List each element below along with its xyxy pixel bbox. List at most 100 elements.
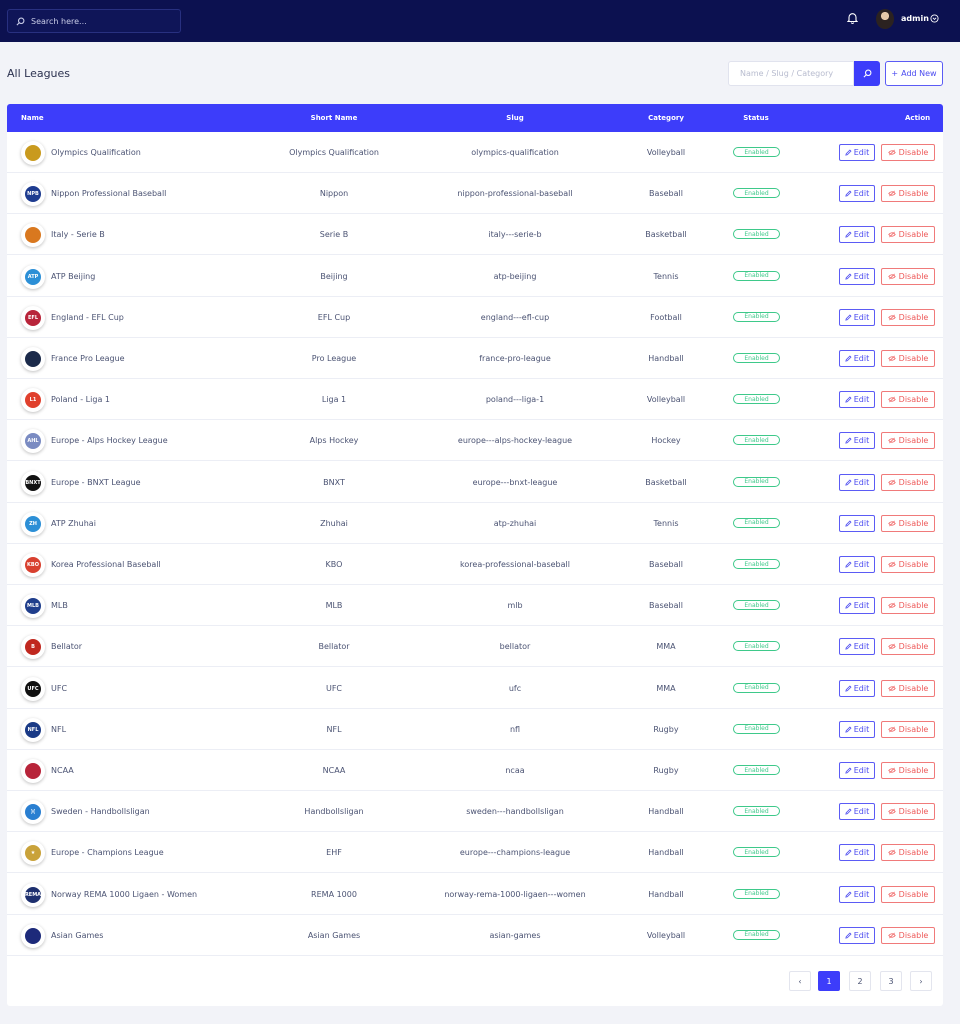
table-row: B Bellator Bellator bellator MMA Enabled… [7,626,943,668]
league-logo-mark: NPB [25,186,41,203]
disable-button[interactable]: Disable [881,473,935,491]
disable-button[interactable]: Disable [881,844,935,862]
league-name: NCAA [51,766,74,775]
league-short-name: KBO [325,560,343,569]
edit-button[interactable]: Edit [839,391,875,409]
edit-button[interactable]: Edit [839,720,875,738]
edit-button[interactable]: Edit [839,308,875,326]
edit-button[interactable]: Edit [839,885,875,903]
edit-button[interactable]: Edit [839,556,875,573]
disable-button[interactable]: Disable [881,185,935,203]
league-name: Italy - Serie B [51,230,105,240]
edit-button[interactable]: Edit [839,597,875,615]
league-name: Bellator [51,642,83,652]
user-name[interactable]: admin [901,14,929,23]
edit-button[interactable]: Edit [839,514,875,532]
leagues-table: Name Short Name Slug Category Status Act… [7,104,943,1006]
disable-button[interactable]: Disable [881,803,935,821]
table-row: BNXT Europe - BNXT League BNXT europe---… [7,462,943,503]
edit-button[interactable]: Edit [839,473,875,491]
league-name: Europe - Champions League [51,848,164,858]
disable-button[interactable]: Disable [881,720,935,738]
filter-search-button[interactable] [854,61,880,86]
league-slug: poland---liga-1 [485,395,545,405]
league-slug: atp-beijing [493,271,537,281]
edit-button[interactable]: Edit [839,679,875,697]
disable-button[interactable]: Disable [881,350,935,367]
pencil-icon [845,355,852,362]
edit-button[interactable]: Edit [839,638,875,656]
rema-1000-icon: REMA [21,882,45,907]
league-name: Nippon Professional Baseball [51,189,167,199]
disable-button[interactable]: Disable [881,926,935,944]
league-name: Europe - BNXT League [51,477,141,487]
disable-button[interactable]: Disable [881,597,935,615]
atp-logo-icon: ATP [21,264,45,289]
edit-button[interactable]: Edit [839,803,875,821]
league-logo-mark: L1 [25,392,41,409]
table-row: EFL England - EFL Cup EFL Cup england---… [7,297,943,338]
pagination-page-3[interactable]: 3 [880,971,902,991]
edit-button[interactable]: Edit [839,350,875,367]
edit-button[interactable]: Edit [839,185,875,203]
column-short-name: Short Name [310,114,358,122]
league-name: UFC [51,683,68,693]
bellator-logo-icon: B [21,635,45,660]
status-badge: Enabled [733,270,780,281]
disable-button[interactable]: Disable [881,226,935,244]
league-logo-mark: B [25,639,41,656]
table-header: Name Short Name Slug Category Status Act… [7,104,943,132]
table-row: UFC UFC UFC ufc MMA Enabled Edit Disable [7,668,943,709]
pagination-next-button[interactable]: › [910,971,932,991]
edit-button[interactable]: Edit [839,432,875,450]
league-category: MMA [656,683,676,693]
league-slug: italy---serie-b [488,230,542,240]
league-short-name: Zhuhai [320,518,348,528]
edit-button[interactable]: Edit [839,267,875,285]
eye-off-icon [887,767,896,774]
disable-button[interactable]: Disable [881,762,935,779]
bell-icon[interactable] [847,12,858,24]
pencil-icon [845,561,852,568]
league-short-name: MLB [325,601,343,611]
table-row: KBO Korea Professional Baseball KBO kore… [7,544,943,585]
avatar[interactable] [876,9,894,29]
edit-button[interactable]: Edit [839,226,875,244]
edit-button[interactable]: Edit [839,844,875,862]
pagination-page-2[interactable]: 2 [849,971,871,991]
league-filter-input[interactable]: Name / Slug / Category [728,61,854,86]
disable-button[interactable]: Disable [881,267,935,285]
disable-button[interactable]: Disable [881,144,935,161]
eye-off-icon [887,602,896,609]
pagination-prev-button[interactable]: ‹ [789,971,811,991]
edit-button[interactable]: Edit [839,144,875,161]
ncaa-flag-icon [21,759,45,783]
league-category: Volleyball [646,930,686,940]
disable-button[interactable]: Disable [881,391,935,409]
disable-button[interactable]: Disable [881,308,935,326]
search-icon [16,17,25,25]
disable-button[interactable]: Disable [881,556,935,573]
disable-button[interactable]: Disable [881,638,935,656]
disable-button[interactable]: Disable [881,432,935,450]
league-logo-mark: ★ [25,845,41,862]
eye-off-icon [887,808,896,815]
add-new-button[interactable]: + Add New [885,61,943,86]
edit-label: Edit [853,889,870,899]
disable-button[interactable]: Disable [881,885,935,903]
pagination-page-1[interactable]: 1 [818,971,840,991]
table-row: NPB Nippon Professional Baseball Nippon … [7,173,943,215]
chevron-down-circle-icon[interactable] [930,14,939,23]
global-search-input[interactable]: Search here... [7,9,181,33]
disable-button[interactable]: Disable [881,679,935,697]
disable-button[interactable]: Disable [881,514,935,532]
disable-label: Disable [898,271,929,281]
eye-off-icon [887,438,896,444]
league-short-name: Handbollsligan [304,807,364,817]
league-short-name: Serie B [319,230,349,240]
edit-button[interactable]: Edit [839,926,875,944]
league-category: Baseball [649,601,683,611]
league-slug: mlb [507,601,523,611]
edit-button[interactable]: Edit [839,762,875,779]
league-name: ATP Beijing [51,271,96,281]
